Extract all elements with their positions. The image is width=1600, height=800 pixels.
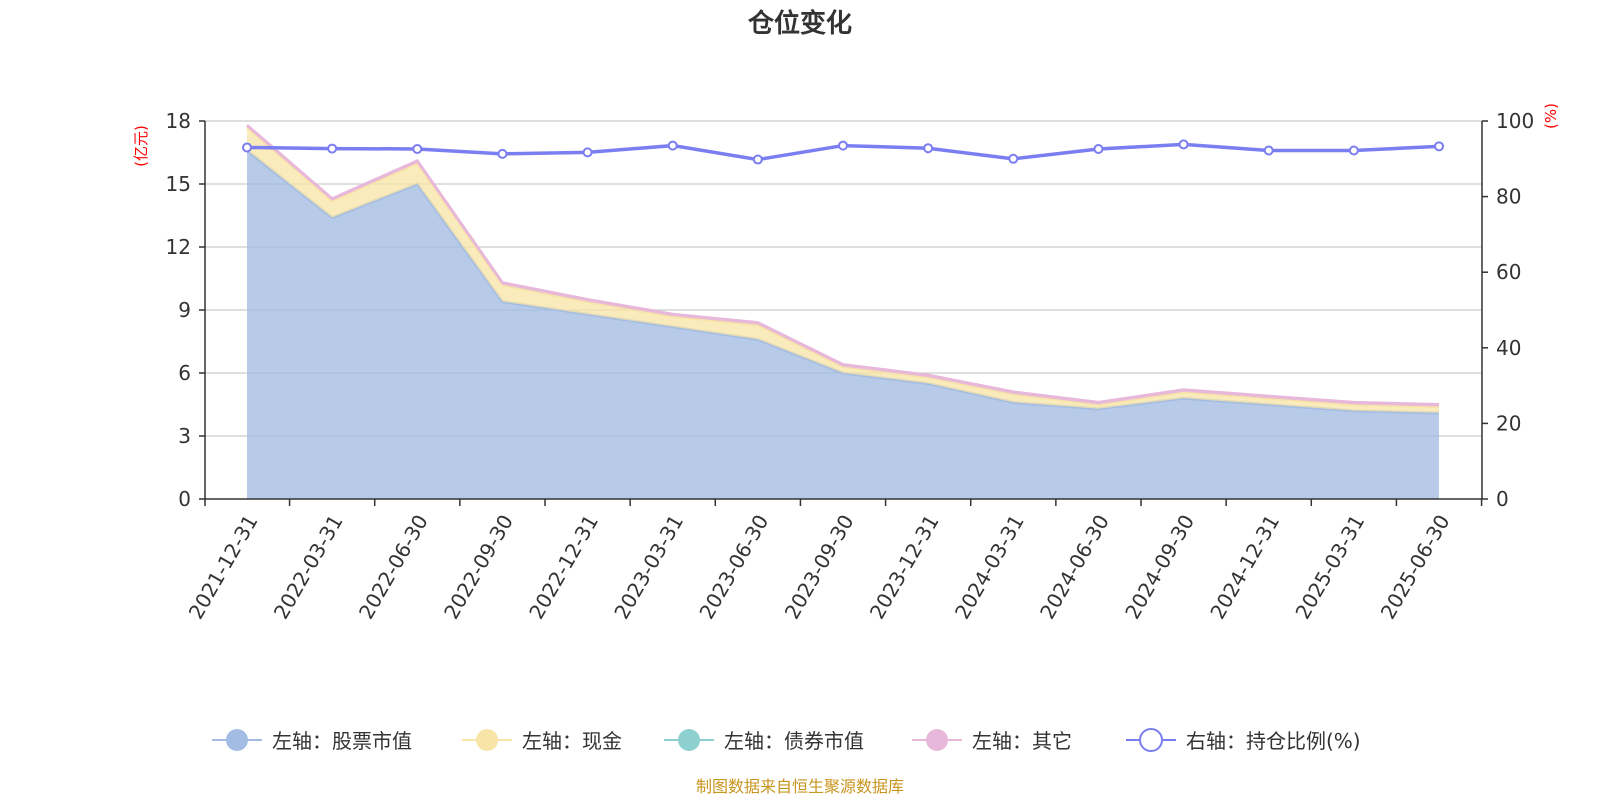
ratio-point[interactable] (838, 140, 848, 151)
area-edge-other (246, 124, 1440, 406)
left-axis-tick-label: 18 (166, 109, 191, 133)
legend-marker-icon (678, 729, 700, 751)
legend-marker-icon (476, 729, 498, 751)
legend-label[interactable]: 左轴：股票市值 (272, 729, 412, 753)
area-stock (247, 150, 1439, 499)
legend-label[interactable]: 右轴：持仓比例(%) (1186, 729, 1361, 753)
x-axis-label: 2023-09-30 (780, 511, 859, 624)
legend-label[interactable]: 左轴：债券市值 (724, 729, 864, 753)
x-axis-label: 2022-09-30 (439, 511, 518, 624)
x-axis-label: 2024-12-31 (1205, 511, 1284, 624)
ratio-point[interactable] (923, 143, 934, 154)
legend[interactable]: 左轴：股票市值 左轴：现金 左轴：债券市值 左轴：其它 右轴：持仓比例(%) (212, 728, 1361, 753)
left-axis-tick-label: 12 (166, 235, 191, 259)
right-axis-tick-label: 40 (1496, 336, 1521, 360)
x-axis-label: 2021-12-31 (184, 511, 263, 624)
legend-marker-icon (226, 729, 248, 751)
legend-label[interactable]: 左轴：其它 (972, 729, 1072, 753)
left-axis-tick-label: 3 (178, 424, 191, 448)
x-axis-label: 2025-06-30 (1376, 511, 1455, 624)
right-axis-tick-label: 60 (1496, 260, 1521, 284)
right-axis-unit: (%) (1542, 103, 1560, 129)
ratio-point[interactable] (582, 147, 593, 158)
right-axis-tick-label: 20 (1496, 411, 1521, 435)
ratio-point[interactable] (1263, 145, 1274, 156)
x-axis-label: 2022-03-31 (269, 511, 348, 624)
x-axis-label: 2024-06-30 (1035, 511, 1114, 624)
ratio-point[interactable] (412, 143, 423, 154)
left-axis-tick-label: 6 (178, 361, 191, 385)
legend-marker-icon (926, 729, 948, 751)
ratio-point[interactable] (1434, 141, 1444, 152)
data-source-note: 制图数据来自恒生聚源数据库 (696, 777, 904, 796)
area-cash (247, 127, 1439, 413)
x-axis-label: 2023-03-31 (609, 511, 688, 624)
x-axis-label: 2023-12-31 (865, 510, 944, 623)
legend-marker-icon (1139, 728, 1163, 752)
right-axis-tick-label: 0 (1496, 487, 1509, 511)
ratio-line-layer (242, 139, 1444, 165)
x-axis-label: 2022-12-31 (524, 511, 603, 624)
right-axis-tick-label: 100 (1496, 109, 1534, 133)
x-axis-label: 2024-03-31 (950, 510, 1029, 623)
left-axis-tick-label: 9 (178, 298, 191, 322)
left-axis-tick-label: 15 (166, 172, 191, 196)
ratio-point[interactable] (242, 142, 252, 153)
ratio-point[interactable] (667, 140, 678, 151)
ratio-point[interactable] (1008, 153, 1019, 164)
legend-label[interactable]: 左轴：现金 (522, 729, 622, 753)
stacked-areas (246, 124, 1440, 499)
ratio-point[interactable] (752, 154, 763, 165)
x-axis-label: 2022-06-30 (354, 511, 433, 624)
right-axis-tick-label: 80 (1496, 185, 1521, 209)
ratio-point[interactable] (1178, 139, 1189, 150)
x-axis-label: 2025-03-31 (1290, 511, 1369, 624)
left-axis-tick-label: 0 (178, 487, 191, 511)
chart-title: 仓位变化 (747, 8, 852, 39)
ratio-point[interactable] (327, 143, 338, 154)
ratio-point[interactable] (1348, 145, 1359, 156)
left-axis-unit: (亿元) (132, 125, 150, 167)
x-axis-label: 2024-09-30 (1120, 511, 1199, 624)
x-axis-label: 2023-06-30 (694, 511, 773, 624)
ratio-point[interactable] (497, 148, 508, 159)
ratio-point[interactable] (1093, 143, 1104, 154)
